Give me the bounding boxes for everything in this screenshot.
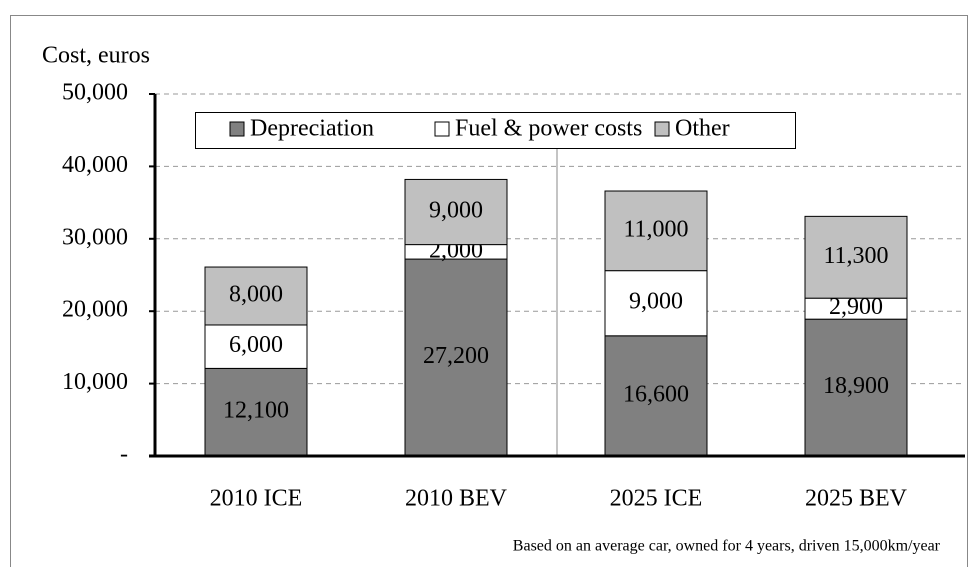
bar-segment <box>804 318 908 457</box>
y-tick-label: 10,000 <box>62 369 128 395</box>
footnote: Based on an average car, owned for 4 yea… <box>513 538 941 555</box>
y-tick-label: 30,000 <box>62 224 128 250</box>
bar-segment <box>204 367 308 457</box>
bar-segment <box>404 178 508 246</box>
data-label: 12,100 <box>223 398 289 424</box>
legend-label: Fuel & power costs <box>455 116 642 142</box>
data-label: 6,000 <box>229 332 283 358</box>
legend-box <box>195 112 796 149</box>
x-tick-label: 2025 ICE <box>610 486 703 512</box>
data-label: 9,000 <box>429 198 483 224</box>
x-tick-label: 2010 ICE <box>210 486 303 512</box>
legend-swatch <box>654 121 670 137</box>
data-label: 16,600 <box>623 381 689 407</box>
data-label: 8,000 <box>229 281 283 307</box>
legend-label: Other <box>675 116 730 142</box>
data-label: 27,200 <box>423 343 489 369</box>
y-axis-label: Cost, euros <box>42 43 150 69</box>
bar-segment <box>204 266 308 326</box>
y-tick-label: 20,000 <box>62 297 128 323</box>
y-tick-label: - <box>120 442 128 468</box>
data-label: 11,000 <box>623 216 688 242</box>
data-label: 11,300 <box>823 243 888 269</box>
bar-segment <box>804 215 908 299</box>
x-tick-label: 2010 BEV <box>405 486 508 512</box>
legend-label: Depreciation <box>250 116 374 142</box>
bar-segment <box>604 270 708 337</box>
y-tick-label: 50,000 <box>62 80 128 106</box>
x-tick-label: 2025 BEV <box>805 486 908 512</box>
data-label: 18,900 <box>823 373 889 399</box>
legend-swatch <box>229 121 245 137</box>
frame <box>10 15 968 567</box>
bar-segment <box>204 324 308 369</box>
legend-swatch <box>434 121 450 137</box>
bar-segment <box>604 190 708 272</box>
data-label: 9,000 <box>629 289 683 315</box>
y-tick-label: 40,000 <box>62 152 128 178</box>
